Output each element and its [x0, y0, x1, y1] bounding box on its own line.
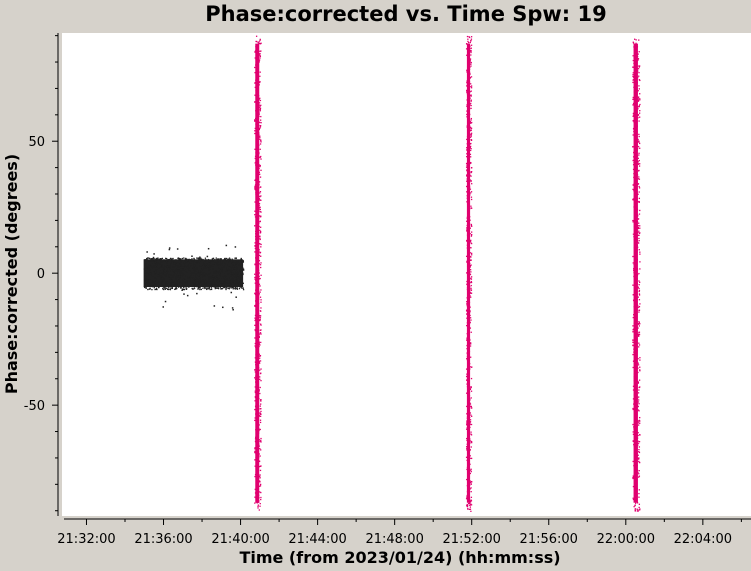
x-tick-label: 22:04:00 [674, 532, 732, 547]
x-tick-label: 21:32:00 [57, 532, 115, 547]
data-points-scan-2 [465, 35, 473, 512]
x-tick-label: 21:48:00 [365, 532, 423, 547]
data-scan-1 [255, 43, 260, 503]
data-points-scan-3 [632, 38, 641, 512]
y-tick-label: 50 [28, 135, 45, 150]
x-tick-label: 21:40:00 [211, 532, 269, 547]
x-tick-label: 21:56:00 [520, 532, 578, 547]
y-tick-group: -50 0 50 [24, 135, 58, 414]
y-minor-ticks [55, 35, 58, 512]
x-tick-group: 21:32:00 21:36:00 21:40:00 21:44:00 21:48:00… [57, 519, 732, 547]
y-tick-label: 0 [37, 267, 45, 282]
data-scan-2 [466, 43, 471, 503]
y-axis-label: Phase:corrected (degrees) [2, 154, 21, 394]
x-tick-label: 21:44:00 [288, 532, 346, 547]
data-points-dark [143, 244, 245, 311]
x-tick-label: 21:52:00 [443, 532, 501, 547]
y-tick-label: -50 [24, 399, 45, 414]
x-axis-label: Time (from 2023/01/24) (hh:mm:ss) [239, 548, 560, 567]
chart-title: Phase:corrected vs. Time Spw: 19 [205, 2, 606, 26]
x-tick-label: 21:36:00 [134, 532, 192, 547]
x-tick-label: 22:00:00 [597, 532, 655, 547]
data-points-scan-1 [254, 35, 262, 511]
data-scan-3 [633, 43, 638, 503]
points-layer [143, 35, 641, 512]
x-minor-ticks [124, 519, 742, 522]
